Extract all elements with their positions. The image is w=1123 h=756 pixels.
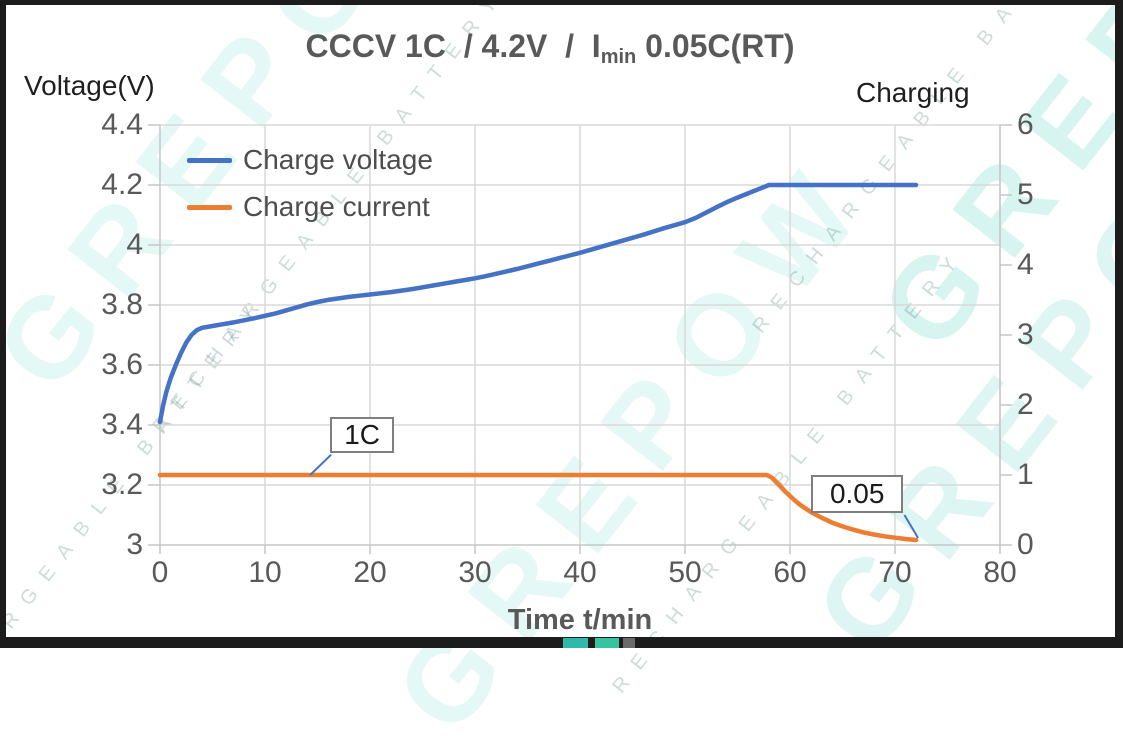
series-line-charge-voltage	[157, 182, 919, 425]
right-axis-title: Charging	[856, 77, 970, 108]
x-axis-title: Time t/min	[507, 604, 653, 636]
legend-item-charge-current: Charge current	[187, 192, 433, 222]
x-tick-label: 40	[563, 556, 597, 589]
x-tick-label: 20	[353, 556, 387, 589]
chart-title-pre: CCCV 1C / 4.2V / I	[305, 28, 601, 64]
x-tick-label: 10	[248, 556, 282, 589]
legend-item-charge-voltage: Charge voltage	[187, 145, 433, 175]
legend-label: Charge current	[243, 191, 430, 222]
series-line-charge-current	[157, 472, 919, 543]
left-y-tick-label: 3.4	[101, 408, 143, 441]
x-tick-label: 50	[668, 556, 702, 589]
annotation-1c: 1C	[330, 416, 395, 454]
annotation-leader-line	[903, 514, 919, 539]
x-tick-label: 70	[878, 556, 912, 589]
right-y-tick-label: 3	[1017, 318, 1034, 351]
legend: Charge voltage Charge current	[187, 145, 433, 239]
right-y-tick-label: 2	[1017, 388, 1034, 421]
x-tick-label: 30	[458, 556, 492, 589]
left-y-tick-label: 3.2	[101, 468, 143, 501]
left-axis-title: Voltage(V)	[24, 70, 155, 101]
chart-title-subscript: min	[600, 46, 637, 68]
right-y-tick-label: 4	[1017, 248, 1034, 281]
left-y-tick-label: 4.4	[101, 108, 143, 141]
right-y-tick-label: 5	[1017, 178, 1034, 211]
logo-square-teal-2	[595, 638, 619, 648]
annotation-leader-line	[309, 453, 332, 476]
right-y-tick-label: 0	[1017, 528, 1034, 561]
logo-square-teal-1	[563, 638, 588, 648]
logo-square-gray	[623, 638, 635, 648]
frame-border-left	[0, 0, 6, 648]
charge-current-line-swatch	[187, 204, 232, 210]
frame-border-top	[0, 0, 1123, 5]
right-y-tick-label: 6	[1017, 108, 1034, 141]
left-y-tick-label: 3	[126, 528, 143, 561]
chart-title: CCCV 1C / 4.2V / Imin 0.05C(RT)	[130, 28, 970, 69]
annotation-0.05: 0.05	[811, 475, 904, 513]
plot-canvas	[148, 124, 1012, 554]
left-y-tick-label: 4.2	[101, 168, 143, 201]
left-y-tick-label: 3.6	[101, 348, 143, 381]
plot-area: Charge voltage Charge current 1C 0.05 0 1…	[101, 110, 1033, 588]
x-tick-label: 60	[773, 556, 807, 589]
x-tick-label: 0	[151, 556, 169, 589]
x-tick-label: 80	[983, 556, 1017, 589]
left-y-tick-label: 4	[126, 228, 143, 261]
frame-bottom-bar	[0, 637, 1123, 648]
right-y-tick-label: 1	[1017, 458, 1034, 491]
left-y-tick-label: 3.8	[101, 288, 143, 321]
charge-voltage-line-swatch	[187, 157, 232, 163]
frame-border-right	[1115, 0, 1123, 648]
legend-label: Charge voltage	[243, 144, 433, 175]
chart-title-post: 0.05C(RT)	[636, 28, 795, 64]
